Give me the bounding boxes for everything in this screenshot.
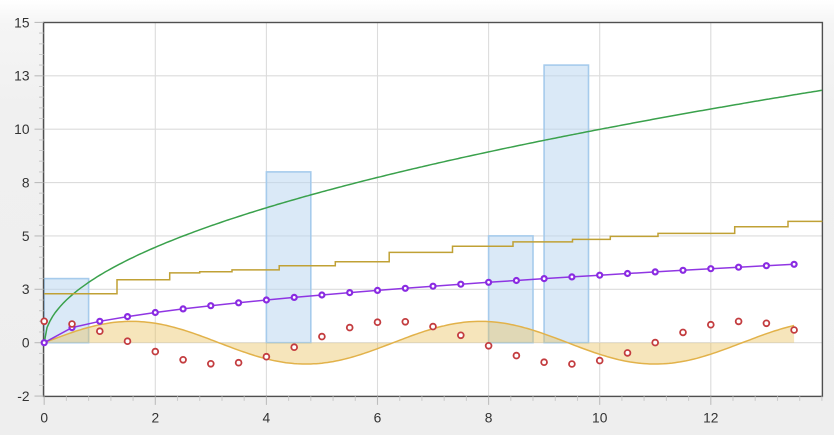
svg-text:15: 15 [14, 15, 30, 30]
svg-text:8: 8 [22, 176, 30, 191]
svg-text:0: 0 [40, 411, 48, 426]
svg-text:10: 10 [14, 122, 30, 137]
svg-text:3: 3 [22, 282, 30, 297]
svg-text:6: 6 [374, 411, 382, 426]
svg-text:10: 10 [592, 411, 608, 426]
svg-text:2: 2 [151, 411, 159, 426]
svg-text:12: 12 [703, 411, 718, 426]
svg-text:5: 5 [22, 229, 30, 244]
svg-text:-2: -2 [17, 389, 29, 404]
svg-text:0: 0 [22, 336, 30, 351]
svg-text:13: 13 [14, 69, 30, 84]
svg-text:4: 4 [263, 411, 271, 426]
svg-text:8: 8 [485, 411, 493, 426]
